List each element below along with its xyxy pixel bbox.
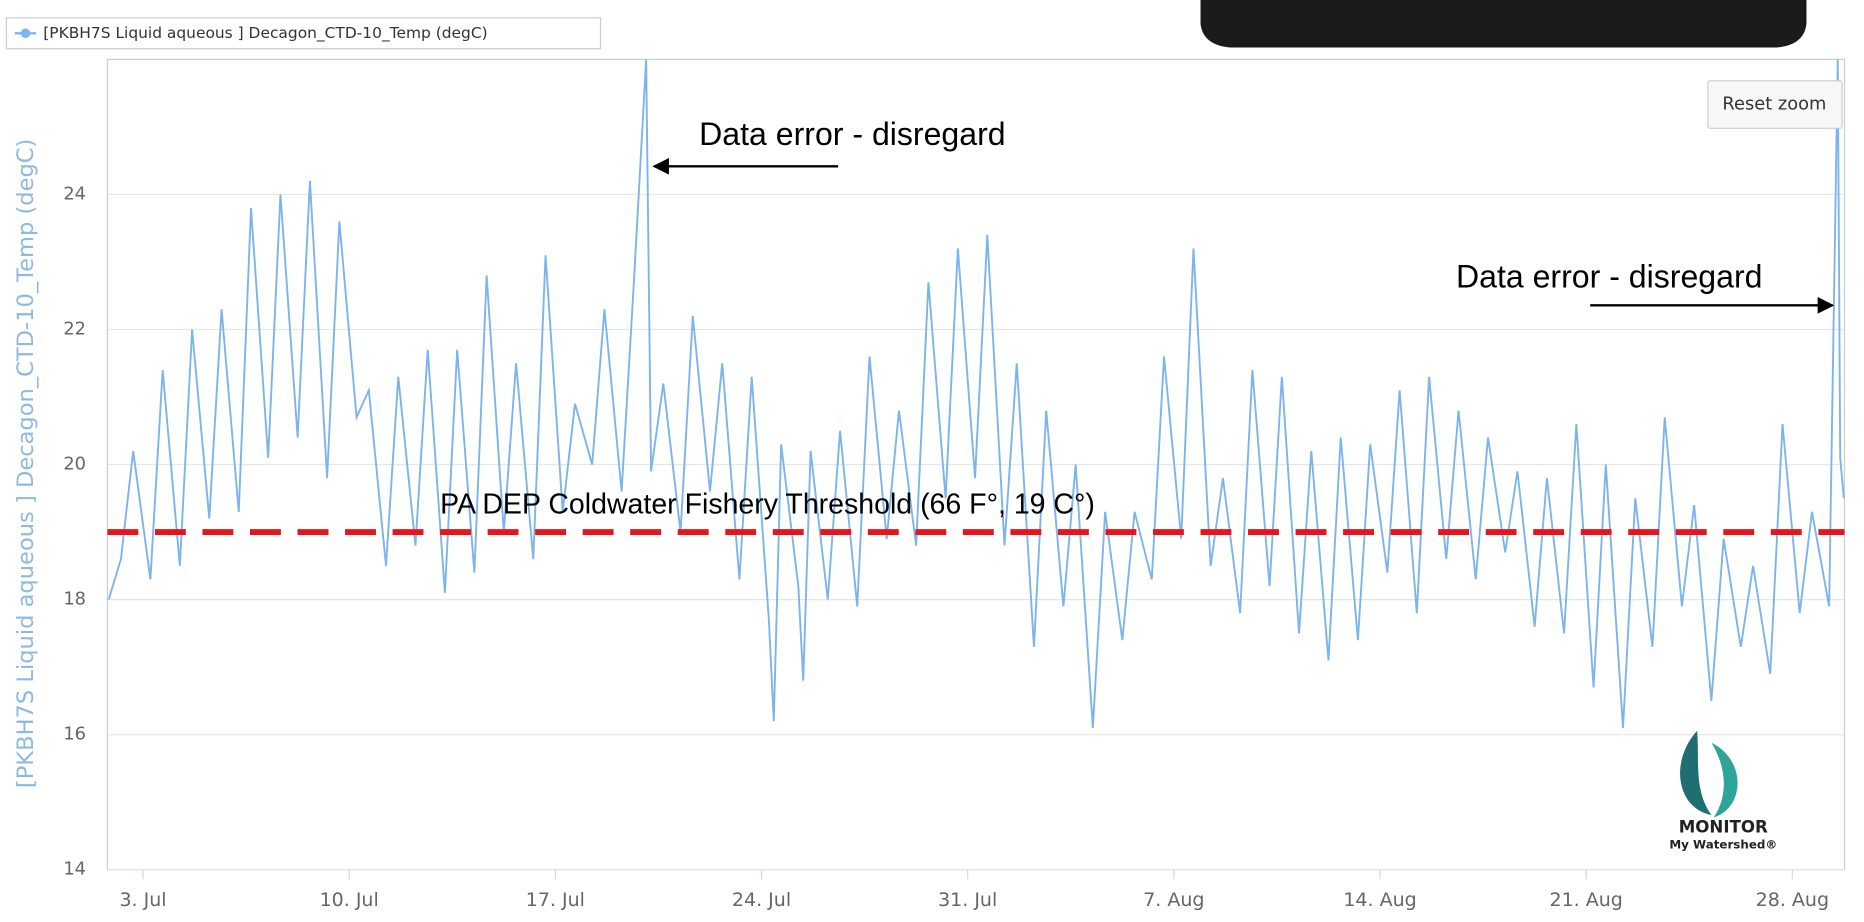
logo-shape [1680,730,1712,816]
logo-name: MONITOR [1679,818,1768,837]
x-tick-label: 14. Aug [1343,889,1416,911]
y-tick-label: 24 [63,183,86,204]
legend-box [5,17,602,50]
y-tick-label: 14 [63,859,86,880]
x-tick-label: 28. Aug [1756,889,1829,911]
x-tick-label: 7. Aug [1143,889,1204,911]
reset-zoom-button[interactable]: Reset zoom [1707,80,1843,129]
top-decoration [1200,0,1807,48]
annotation: Data error - disregard [699,116,1006,152]
y-tick-label: 20 [63,454,86,475]
x-tick-label: 17. Jul [526,889,585,911]
y-tick-label: 22 [63,319,86,340]
x-tick-label: 31. Jul [938,889,997,911]
legend-label: [PKBH7S Liquid aqueous ] Decagon_CTD-10_… [43,24,487,43]
button-bg[interactable] [1707,80,1843,129]
logo-shape [1711,742,1738,818]
legend-marker [20,28,31,39]
x-tick-label: 10. Jul [320,889,379,911]
y-axis-title: [PKBH7S Liquid aqueous ] Decagon_CTD-10_… [13,139,39,788]
logo: MONITOR My Watershed® [1669,730,1777,851]
y-tick-label: 16 [63,724,86,745]
x-tick-label: 24. Jul [732,889,791,911]
annotation: Data error - disregard [1456,259,1763,295]
threshold-label: PA DEP Coldwater Fishery Threshold (66 F… [440,488,1095,520]
x-tick-label: 3. Jul [119,889,166,911]
logo-tagline: My Watershed® [1669,837,1777,851]
series-line [107,59,1845,728]
button-label[interactable]: Reset zoom [1722,94,1826,115]
x-tick-label: 21. Aug [1549,889,1622,911]
y-tick-label: 18 [63,589,86,610]
